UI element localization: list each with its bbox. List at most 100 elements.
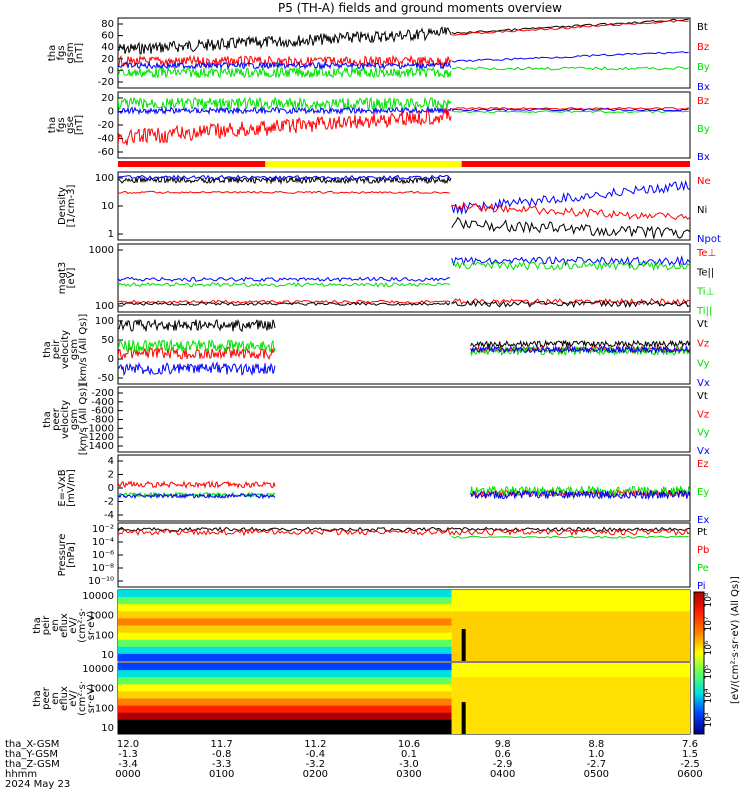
y-tick-label: -2 [104,497,114,508]
y-tick-label: 20 [101,93,114,104]
ylabel-line: sr·eV) [86,684,97,713]
legend-pt: Pt [697,527,707,538]
series-te-perp [118,299,451,304]
ylabel-line: tha [47,45,58,61]
series-ti-par-2 [451,299,690,309]
y-tick-label: 100 [95,630,114,641]
ylabel-line: magt3 [57,262,68,295]
y-tick-label: 1000 [89,684,114,695]
legend-npot: Npot [697,234,721,245]
panel-4: magt3[eV] 1000 100 Te⊥ Te|| Ti⊥ Ti|| [57,243,716,317]
ylabel-line: tha [47,117,58,133]
spectrogram-band [451,677,690,685]
y-tick-label: 80 [101,19,114,30]
x-row-label: tha_Z-GSM [5,759,60,770]
ylabel-line: gsm [69,339,80,360]
spectrogram-band [118,625,452,634]
series-ex-2 [470,488,690,501]
series-bz [118,54,452,69]
ylabel-line: peer [51,407,62,431]
ylabel-line: tha [32,690,43,706]
x-tick-label: 9.8 [495,739,511,750]
y-tick-label: -800 [91,415,114,426]
spectrogram-band [451,597,690,605]
ylabel-line: fgs [56,45,67,60]
panel-data [118,590,690,661]
y-tick-label: 100 [95,173,114,184]
y-tick-label: 0 [108,65,114,76]
ylabel-line: velocity [60,400,71,439]
ylabel-line: Pressure [57,534,68,577]
x-tick-label: -2.5 [680,759,700,770]
mode-segment [461,161,690,167]
panel-data [118,526,690,539]
ylabel-line: [eV] [66,268,77,289]
ylabel-line: (cm²·s· [77,681,88,716]
x-tick-label: -2.7 [587,759,607,770]
date-label: 2024 May 23 [5,779,70,790]
colorbar-label: [eV/(cm²·s·sr·eV) (All Qs)] [730,576,741,704]
spectrogram-band [451,611,690,619]
data-gap [461,702,466,734]
x-tick-label: 0600 [677,769,702,780]
panel-data [118,480,690,501]
x-tick-label: 0400 [490,769,515,780]
ylabel-line: (cm²·s· [77,608,88,643]
data-gap [461,629,466,661]
panel-frame [117,314,691,385]
spectrogram-band [451,604,690,612]
spectrogram-band [451,590,690,598]
panel-frame [117,454,691,522]
x-tick-label: 0200 [303,769,328,780]
spectrogram-band [118,604,452,612]
plot-title: P5 (TH-A) fields and ground moments over… [278,1,562,15]
series-ni [118,175,452,185]
y-tick-label: 10⁻² [92,524,114,535]
y-tick-label: 10 [101,723,114,734]
x-tick-label: -3.2 [306,759,326,770]
spectrogram-band [451,663,690,671]
colorbar-tick: 10³ [704,712,714,727]
legend-ey: Ey [697,487,709,498]
ylabel-line: [mV/m] [66,469,77,507]
spectrogram-band [451,618,690,626]
y-tick-label: 60 [101,31,114,42]
spectrogram-band [451,625,690,634]
y-tick-label: 100 [95,703,114,714]
spectrogram-band [118,663,452,671]
x-tick-label: 8.8 [588,739,604,750]
y-tick-label: 40 [101,42,114,53]
legend-ti||: Ti|| [696,306,712,317]
y-tick-label: 1 [108,229,114,240]
y-tick-label: -200 [91,388,114,399]
ylabel-line: E=-VxB [57,469,68,506]
spectrogram-band [118,618,452,626]
y-tick-label: 100 [95,301,114,312]
legend-bt: Bt [697,22,708,33]
x-tick-label: -0.4 [306,749,326,760]
legend-vz: Vz [697,409,709,420]
ylabel-line: fgs [56,117,67,132]
colorbar-tick: 10⁶ [704,640,714,655]
panels-group: thafgsgsm[nT]806040200-20BtBzByBxthafgsg… [32,17,721,735]
y-tick-label: 4 [108,456,114,467]
mode-segment [265,161,462,167]
spectrogram-band [451,684,690,692]
ylabel-line: tha [32,617,43,633]
panel-data [118,663,690,734]
ylabel-line: [nT] [74,115,85,135]
panel-data [118,96,689,146]
legend-by: By [697,62,710,73]
x-row-label: tha_Y-GSM [5,749,58,760]
legend-vy: Vy [697,358,710,369]
spectrogram-band [118,698,452,707]
legend-ex: Ex [697,515,709,526]
series-by-2 [451,66,689,71]
panel-frame [117,91,691,159]
y-tick-label: -1400 [85,441,114,452]
legend-pe: Pe [697,563,709,574]
y-tick-label: 10 [101,650,114,661]
spectrogram-band [118,653,452,661]
